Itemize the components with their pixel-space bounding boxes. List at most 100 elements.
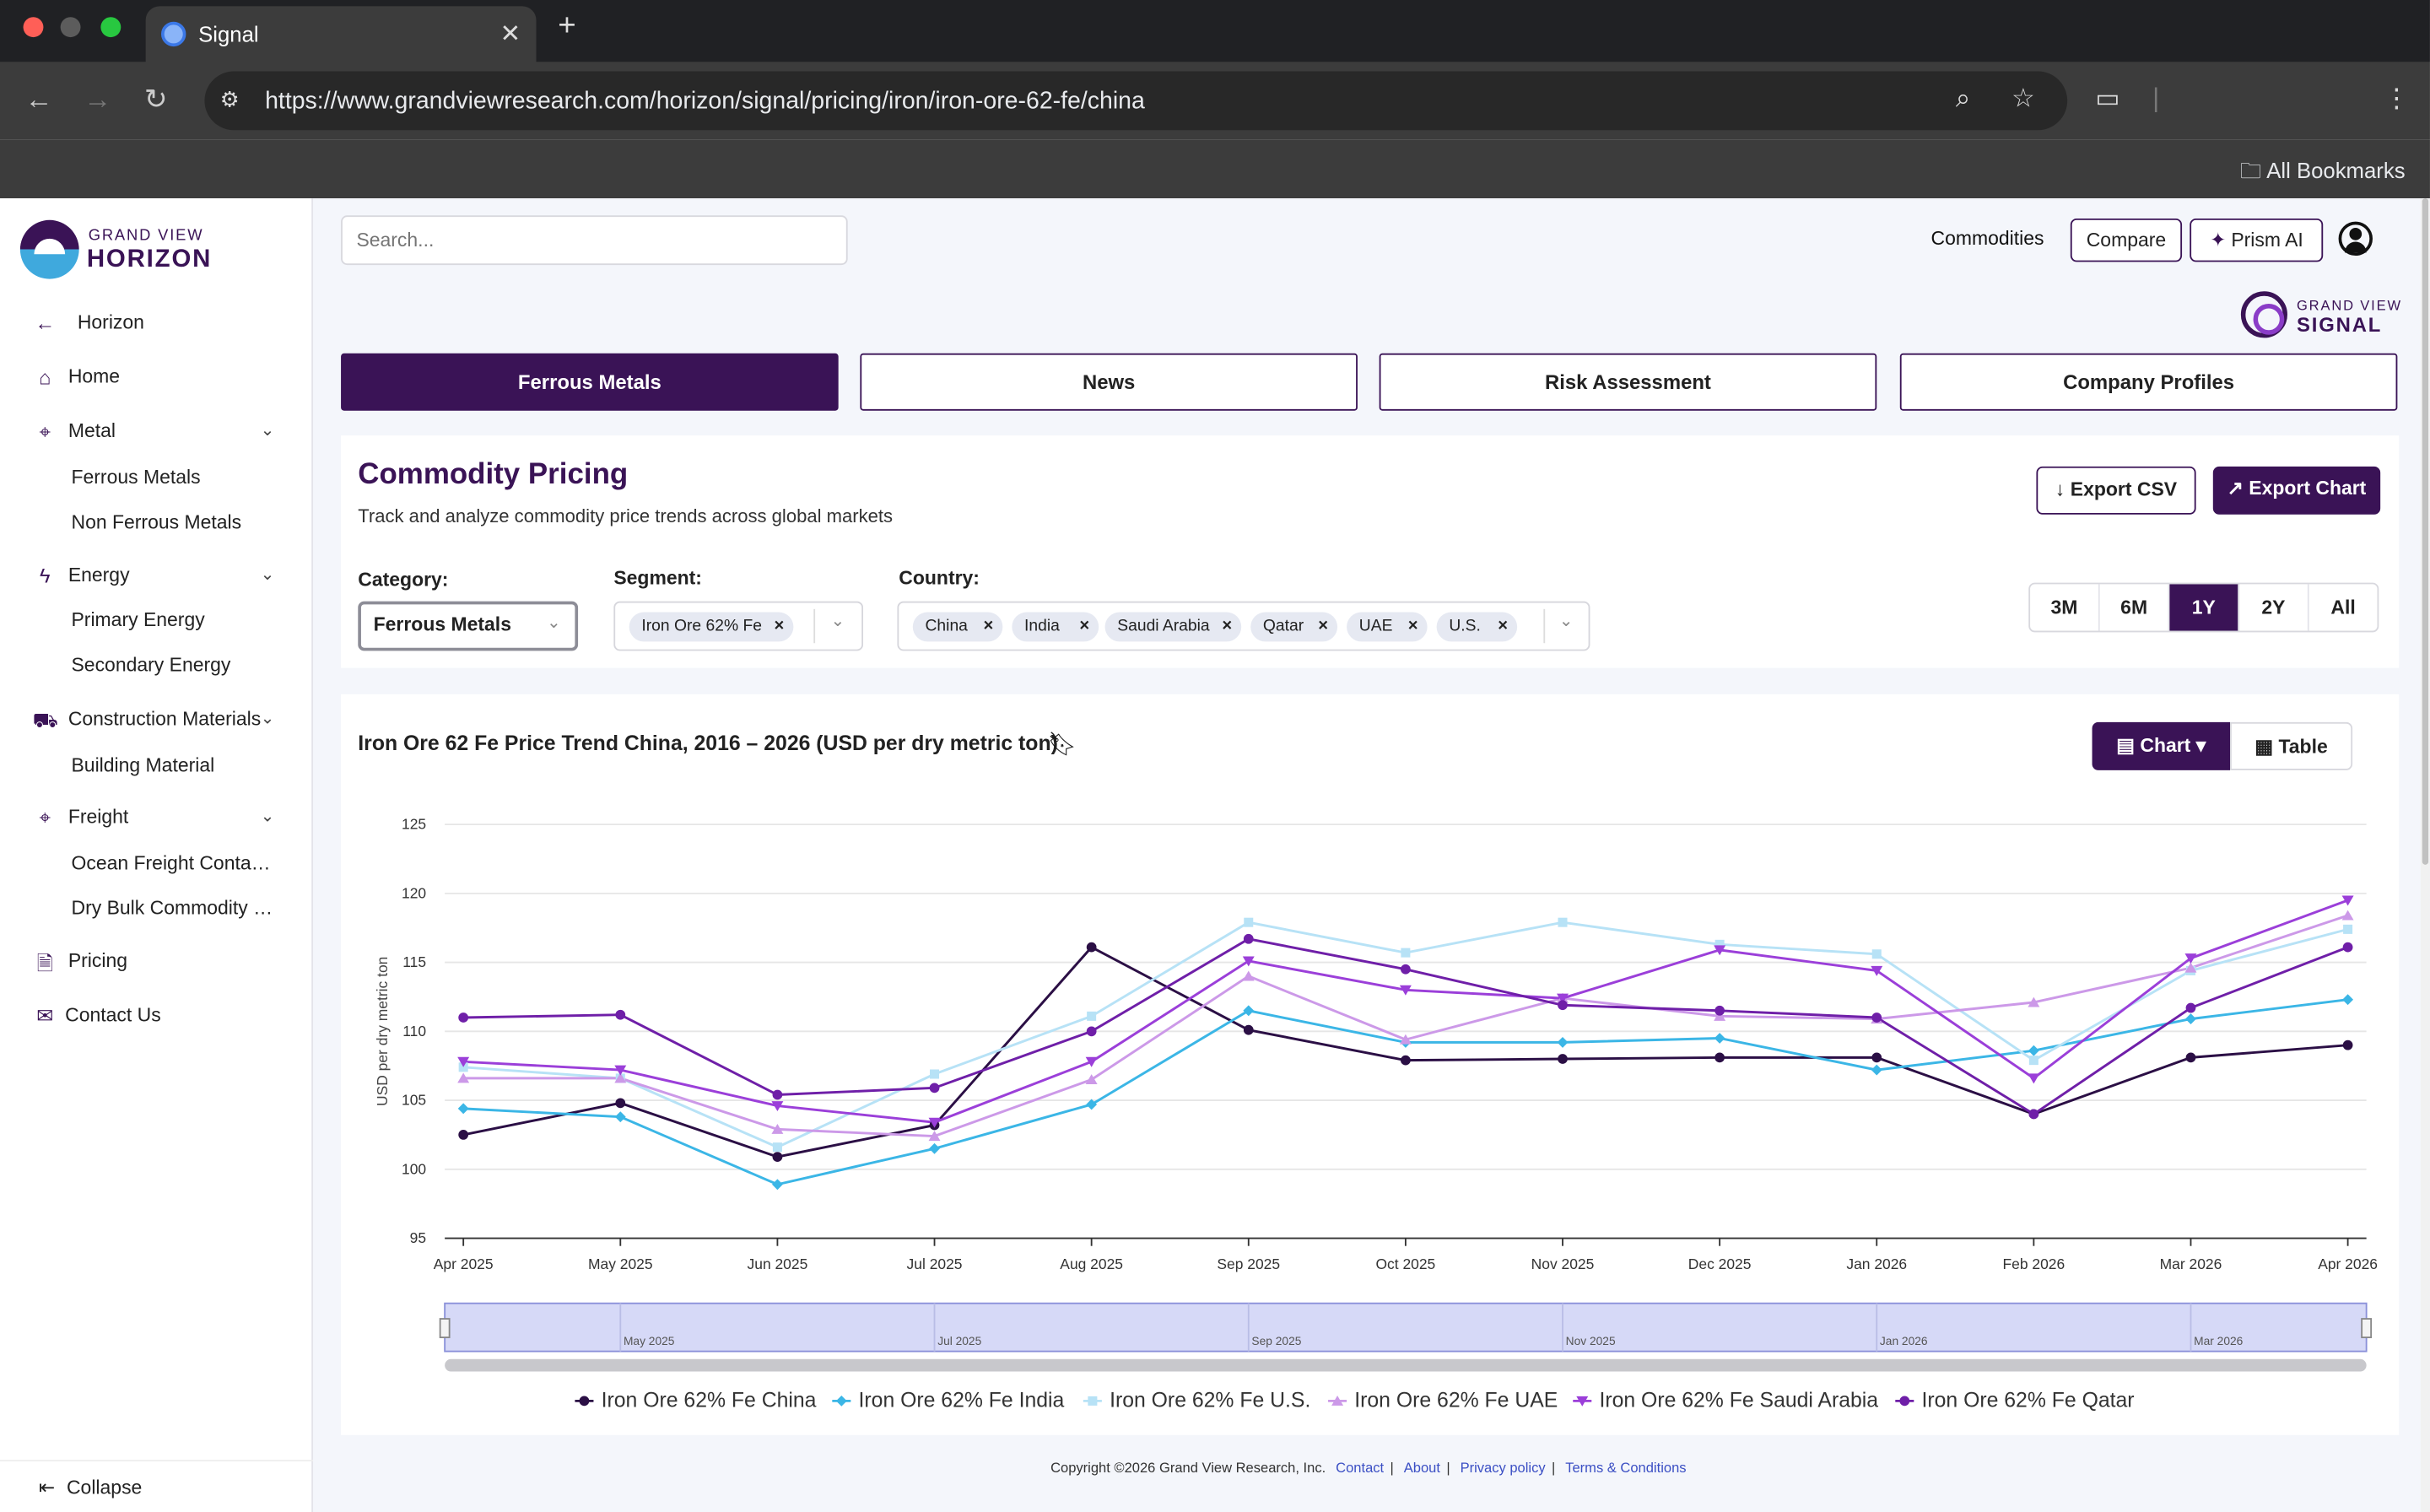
country-chip-qatar[interactable]: Qatar ×: [1250, 612, 1338, 642]
range-3m-button[interactable]: 3M: [2030, 584, 2100, 631]
collapse-label: Collapse: [66, 1477, 143, 1499]
data-point: [457, 1056, 470, 1067]
data-point: [2185, 1013, 2196, 1025]
category-select[interactable]: Ferrous Metals ⌄: [358, 601, 579, 651]
minimize-window-icon[interactable]: [60, 17, 81, 38]
footer-privacy-link[interactable]: Privacy policy: [1460, 1460, 1546, 1476]
data-point: [772, 1142, 782, 1153]
country-chip-us[interactable]: U.S. ×: [1436, 612, 1518, 642]
site-settings-icon[interactable]: ⚙: [219, 86, 240, 112]
browser-tab[interactable]: Signal ✕: [145, 6, 537, 62]
country-chip-uae[interactable]: UAE ×: [1347, 612, 1428, 642]
sidebar-item-non-ferrous-metals[interactable]: Non Ferrous Metals: [71, 511, 242, 533]
tab-news[interactable]: News: [860, 353, 1358, 411]
select-divider: [1543, 608, 1546, 644]
zoom-icon[interactable]: ⌕: [1955, 84, 1971, 114]
remove-chip-icon[interactable]: ×: [1407, 617, 1418, 636]
data-point: [1557, 1036, 1569, 1048]
country-chip-saudi-arabia[interactable]: Saudi Arabia ×: [1104, 612, 1242, 642]
footer-about-link[interactable]: About: [1403, 1460, 1440, 1476]
all-bookmarks[interactable]: 🗀 All Bookmarks: [2240, 155, 2406, 192]
chip-label: Qatar: [1262, 617, 1304, 636]
close-tab-icon[interactable]: ✕: [500, 21, 521, 48]
collapse-button[interactable]: ⇤ Collapse: [0, 1460, 314, 1512]
user-avatar-icon[interactable]: [2338, 221, 2373, 256]
remove-chip-icon[interactable]: ×: [774, 617, 785, 636]
range-all-button[interactable]: All: [2330, 597, 2356, 618]
remove-chip-icon[interactable]: ×: [1222, 617, 1233, 636]
country-chip-china[interactable]: China ×: [912, 612, 1003, 642]
legend-item: Iron Ore 62% Fe Qatar: [1922, 1390, 2135, 1412]
navigator-scrollbar: [445, 1358, 2367, 1372]
country-select[interactable]: China × India × Saudi Arabia × Qatar × UAE × …: [897, 601, 1590, 651]
sidebar-item-dry-bulk[interactable]: Dry Bulk Commodity F...: [71, 897, 273, 920]
bookmark-star-icon[interactable]: ☆: [2012, 84, 2036, 114]
data-point: [2028, 1045, 2039, 1056]
range-6m-button[interactable]: 6M: [2100, 584, 2170, 631]
segment-select[interactable]: Iron Ore 62% Fe × ⌄: [613, 601, 864, 651]
x-tick-label: Oct 2025: [1376, 1256, 1436, 1272]
data-point: [457, 1103, 469, 1115]
data-point: [1331, 1395, 1344, 1406]
truck-icon: ⛟: [32, 708, 58, 732]
x-tick-label: Sep 2025: [1217, 1256, 1280, 1272]
tab-search-icon[interactable]: ▭: [2095, 84, 2120, 114]
sidebar-item-building-material[interactable]: Building Material: [71, 754, 215, 777]
chart-card: Iron Ore 62 Fe Price Trend China, 2016 –…: [341, 694, 2400, 1435]
range-1y-button[interactable]: 1Y: [2169, 584, 2240, 631]
sidebar-item-secondary-energy[interactable]: Secondary Energy: [71, 654, 231, 676]
data-point: [771, 1123, 784, 1134]
data-point: [2342, 1040, 2353, 1050]
time-range-selector: 3M 6M 1Y 2Y All: [2028, 582, 2379, 633]
reload-icon[interactable]: ↻: [143, 84, 168, 115]
page-scrollbar[interactable]: [2420, 198, 2430, 1512]
export-csv-button[interactable]: ↓ Export CSV: [2036, 466, 2196, 515]
remove-chip-icon[interactable]: ×: [1318, 617, 1329, 636]
chart-title: Iron Ore 62 Fe Price Trend China, 2016 –…: [358, 731, 1058, 755]
back-icon[interactable]: ←: [24, 84, 53, 115]
data-point: [2341, 895, 2354, 906]
remove-chip-icon[interactable]: ×: [1079, 617, 1090, 636]
compare-button[interactable]: Compare: [2070, 218, 2183, 262]
sidebar-item-primary-energy[interactable]: Primary Energy: [71, 608, 205, 631]
commodities-link[interactable]: Commodities: [1930, 227, 2044, 250]
segment-chip[interactable]: Iron Ore 62% Fe ×: [629, 612, 794, 642]
address-bar[interactable]: ⚙ https://www.grandviewresearch.com/hori…: [204, 71, 2068, 131]
price-trend-chart[interactable]: 95 100 105 110 115 120 125 USD per dry metric t…: [341, 694, 2399, 1435]
remove-chip-icon[interactable]: ×: [983, 617, 994, 636]
navigator-label: Nov 2025: [1566, 1335, 1616, 1347]
data-point: [1085, 1056, 1098, 1067]
tab-company-profiles[interactable]: Company Profiles: [1899, 353, 2398, 411]
maximize-window-icon[interactable]: [100, 17, 122, 38]
data-point: [1714, 1052, 1725, 1063]
country-chip-india[interactable]: India ×: [1012, 612, 1099, 642]
new-tab-icon[interactable]: +: [558, 9, 576, 44]
sidebar-item-ocean-freight[interactable]: Ocean Freight Contain...: [71, 852, 273, 874]
prism-ai-button[interactable]: ✦ Prism AI: [2190, 218, 2324, 262]
lightning-icon: ϟ: [39, 564, 51, 588]
data-point: [2341, 910, 2354, 921]
browser-menu-icon[interactable]: ⋮: [2383, 84, 2411, 114]
range-2y-button[interactable]: 2Y: [2239, 584, 2309, 631]
footer-terms-link[interactable]: Terms & Conditions: [1565, 1460, 1687, 1476]
bookmark-icon[interactable]: 🔖︎: [1047, 731, 1077, 759]
legend-item: Iron Ore 62% Fe UAE: [1354, 1390, 1558, 1412]
export-chart-button[interactable]: ↗ Export Chart: [2212, 466, 2381, 515]
footer-contact-link[interactable]: Contact: [1336, 1460, 1385, 1476]
sidebar-item-ferrous-metals[interactable]: Ferrous Metals: [71, 466, 201, 489]
x-tick-label: Jul 2025: [907, 1256, 963, 1272]
page-description: Track and analyze commodity price trends…: [358, 505, 893, 527]
data-point: [1087, 1011, 1097, 1021]
tab-ferrous-metals[interactable]: Ferrous Metals: [341, 353, 839, 411]
horizon-logo-icon[interactable]: [19, 219, 79, 279]
close-window-icon[interactable]: [23, 17, 44, 38]
remove-chip-icon[interactable]: ×: [1498, 617, 1509, 636]
chart-view-button[interactable]: ▤ Chart ▾: [2092, 721, 2231, 770]
scrollbar-thumb[interactable]: [2422, 198, 2429, 865]
search-input[interactable]: [341, 215, 848, 266]
tab-risk-assessment[interactable]: Risk Assessment: [1379, 353, 1877, 411]
table-view-button[interactable]: ▦ Table: [2230, 721, 2353, 770]
y-tick-label: 110: [402, 1023, 426, 1040]
data-point: [2028, 1109, 2039, 1120]
forward-icon[interactable]: →: [84, 84, 112, 115]
